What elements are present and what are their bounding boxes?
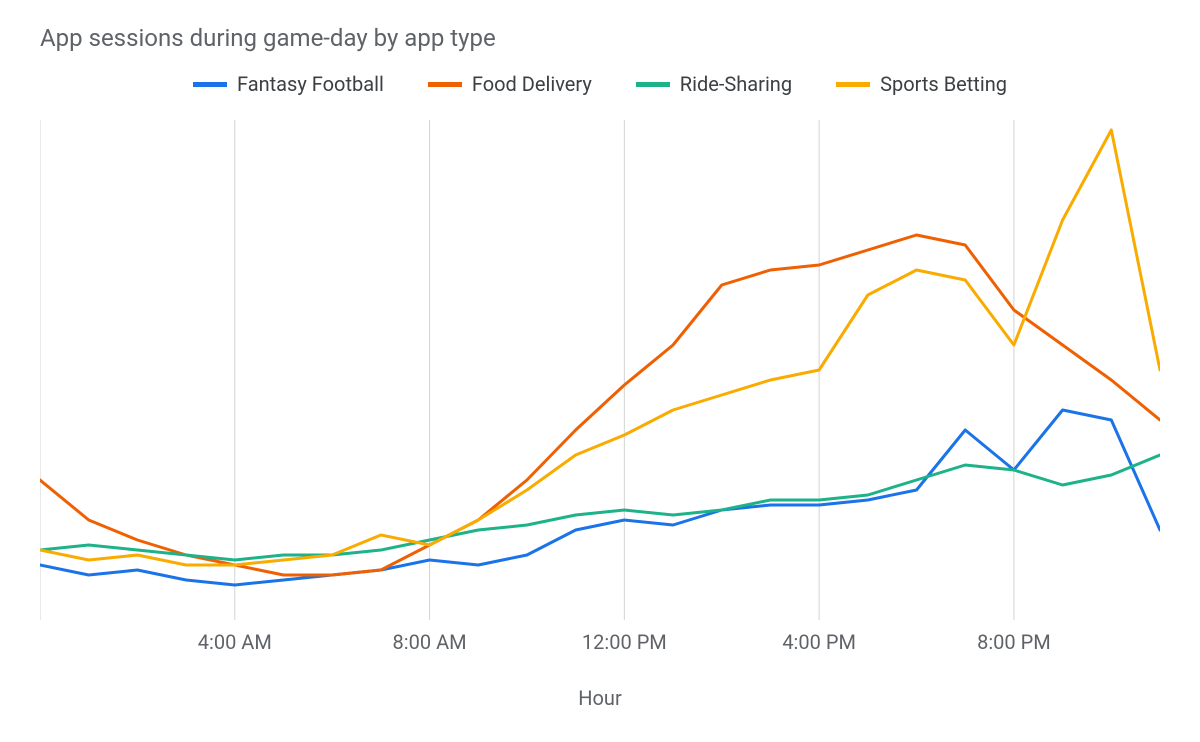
x-tick-label: 4:00 PM bbox=[782, 630, 856, 654]
legend-swatch bbox=[836, 82, 870, 87]
legend-label: Sports Betting bbox=[880, 72, 1007, 96]
legend-swatch bbox=[193, 82, 227, 87]
legend-swatch bbox=[636, 82, 670, 87]
x-tick-label: 12:00 PM bbox=[582, 630, 667, 654]
legend-label: Ride-Sharing bbox=[680, 72, 792, 96]
series-line bbox=[40, 130, 1160, 565]
legend-item[interactable]: Food Delivery bbox=[428, 72, 592, 96]
chart-plot bbox=[40, 120, 1160, 620]
legend: Fantasy Football Food Delivery Ride-Sharin… bbox=[0, 72, 1200, 96]
x-tick-label: 8:00 AM bbox=[393, 630, 467, 654]
legend-item[interactable]: Sports Betting bbox=[836, 72, 1007, 96]
chart-title: App sessions during game-day by app type bbox=[40, 24, 496, 52]
x-tick-label: 4:00 AM bbox=[198, 630, 272, 654]
x-axis-tick-labels: 4:00 AM 8:00 AM 12:00 PM 4:00 PM 8:00 PM bbox=[40, 630, 1160, 660]
legend-item[interactable]: Fantasy Football bbox=[193, 72, 384, 96]
series-line bbox=[40, 455, 1160, 560]
chart-container: App sessions during game-day by app type… bbox=[0, 0, 1200, 742]
legend-label: Food Delivery bbox=[472, 72, 592, 96]
x-axis-title: Hour bbox=[0, 686, 1200, 710]
x-tick-label: 8:00 PM bbox=[977, 630, 1051, 654]
legend-item[interactable]: Ride-Sharing bbox=[636, 72, 792, 96]
legend-swatch bbox=[428, 82, 462, 87]
legend-label: Fantasy Football bbox=[237, 72, 384, 96]
